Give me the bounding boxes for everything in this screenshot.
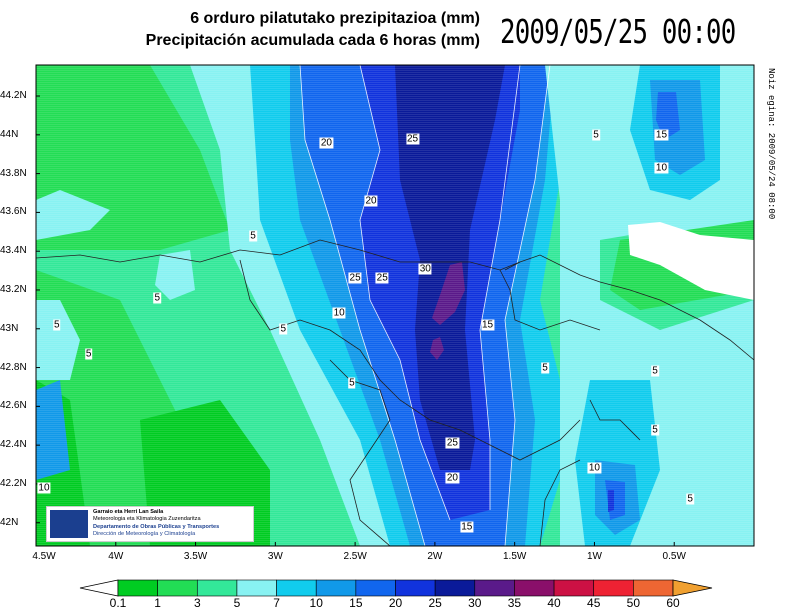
lon-label: 3.5W xyxy=(183,551,208,562)
colorbar-box xyxy=(117,579,158,597)
lat-label: 42.2N xyxy=(0,477,27,489)
contour-label: 25 xyxy=(375,272,389,284)
contour-label: 25 xyxy=(445,437,459,449)
lon-label: 1W xyxy=(586,551,602,562)
colorbar xyxy=(79,579,713,597)
colorbar-high-arrow xyxy=(672,579,713,597)
colorbar-box xyxy=(593,579,634,597)
contour-label: 10 xyxy=(37,482,51,494)
colorbar-low-arrow xyxy=(79,579,119,597)
agency-logo: Garraio eta Herri Lan Saila Meteorologia… xyxy=(46,506,254,542)
contour-label: 5 xyxy=(541,362,549,374)
contour-label: 20 xyxy=(364,195,378,207)
contour-label: 5 xyxy=(153,292,162,304)
colorbar-label: 45 xyxy=(587,596,601,610)
colorbar-box xyxy=(474,579,515,597)
lat-label: 42.8N xyxy=(0,361,27,373)
logo-line-2: Meteorologia eta Klimatologia Zuzendarit… xyxy=(93,516,201,522)
contour-label: 10 xyxy=(332,307,346,319)
contour-label: 15 xyxy=(480,319,495,331)
colorbar-label: 3 xyxy=(193,596,201,610)
contour-label: 5 xyxy=(651,424,659,436)
contour-label: 15 xyxy=(654,129,669,141)
colorbar-label: 50 xyxy=(626,596,641,610)
colorbar-label: 15 xyxy=(349,596,363,610)
lon-label: 2.5W xyxy=(343,551,367,562)
colorbar-box xyxy=(276,579,317,597)
colorbar-box xyxy=(434,579,476,597)
lon-label: 0.5W xyxy=(662,551,686,562)
colorbar-box xyxy=(196,579,238,597)
colorbar-box xyxy=(355,579,396,597)
contour-label: 10 xyxy=(587,462,601,474)
lon-label: 4.5W xyxy=(32,551,56,562)
lon-label: 1.5W xyxy=(502,551,527,562)
colorbar-label: 40 xyxy=(547,596,561,610)
contour-label: 5 xyxy=(279,323,288,335)
contour-label: 5 xyxy=(348,377,356,389)
contour-label: 5 xyxy=(651,365,659,377)
colorbar-label: 0.1 xyxy=(109,596,127,610)
colorbar-label: 35 xyxy=(507,596,522,610)
valid-time: 2009/05/25 00:00 xyxy=(500,12,736,51)
contour-label: 5 xyxy=(686,493,694,505)
colorbar-box xyxy=(236,579,277,597)
contour-label: 20 xyxy=(445,472,459,484)
colorbar-label: 20 xyxy=(388,596,403,610)
title-basque: 6 orduro pilatutako prezipitazioa (mm) xyxy=(190,10,480,27)
logo-line-3: Departamento de Obras Públicas y Transpo… xyxy=(93,524,220,530)
contour-label: 25 xyxy=(348,272,362,284)
colorbar-box xyxy=(633,579,674,597)
colorbar-box xyxy=(315,579,357,597)
lon-label: 3W xyxy=(267,551,283,562)
colorbar-label: 5 xyxy=(233,596,241,610)
title-spanish: Precipitación acumulada cada 6 horas (mm… xyxy=(145,32,480,49)
lat-label: 43N xyxy=(0,322,19,334)
map-frame xyxy=(35,64,755,547)
contour-label: 5 xyxy=(249,230,257,242)
lat-label: 43.2N xyxy=(0,283,27,295)
colorbar-box xyxy=(395,579,436,597)
issued-time-text: Noiz egina: 2009/05/24 08:00 xyxy=(766,68,776,220)
colorbar-box xyxy=(514,579,555,597)
lat-label: 44.2N xyxy=(0,90,27,102)
colorbar-label: 30 xyxy=(468,596,482,610)
colorbar-label: 10 xyxy=(309,596,323,610)
lat-label: 42N xyxy=(0,516,19,528)
lon-label: 4W xyxy=(108,551,124,562)
lat-label: 42.4N xyxy=(0,439,27,451)
contour-label: 30 xyxy=(418,263,432,275)
contour-label: 5 xyxy=(84,348,93,360)
logo-line-1: Garraio eta Herri Lan Saila xyxy=(93,509,164,515)
colorbar-label: 60 xyxy=(666,596,680,610)
contour-label: 20 xyxy=(319,137,333,149)
lat-label: 42.6N xyxy=(0,400,27,412)
colorbar-label: 7 xyxy=(273,596,280,610)
colorbar-label: 1 xyxy=(154,596,161,610)
contour-label: 5 xyxy=(592,129,600,141)
lat-label: 43.6N xyxy=(0,206,27,218)
axis-ticks xyxy=(35,95,675,546)
contour-label: 10 xyxy=(654,162,669,174)
coastline xyxy=(36,239,754,546)
contour-label: 15 xyxy=(460,521,474,533)
lat-label: 43.8N xyxy=(0,167,27,179)
contour-label: 25 xyxy=(405,133,420,145)
logo-line-4: Dirección de Meteorología y Climatología xyxy=(93,531,196,537)
government-seal xyxy=(50,510,88,538)
lat-label: 43.4N xyxy=(0,245,27,257)
precip-field xyxy=(36,65,754,546)
lat-label: 44N xyxy=(0,128,19,140)
colorbar-box xyxy=(157,579,198,597)
colorbar-box xyxy=(553,579,595,597)
lon-label: 2W xyxy=(427,551,443,562)
contour-label: 5 xyxy=(52,319,61,331)
colorbar-label: 25 xyxy=(428,596,442,610)
